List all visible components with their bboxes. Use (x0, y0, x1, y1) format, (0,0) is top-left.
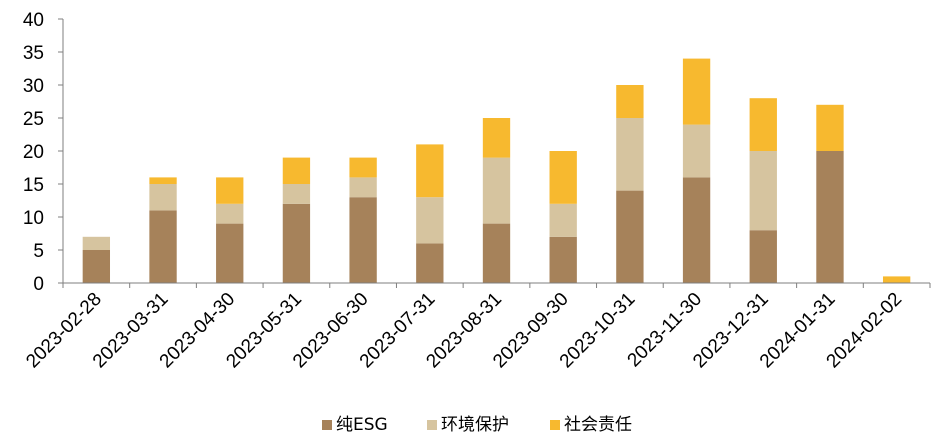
bar-segment-1-2023-04-30 (216, 223, 244, 283)
bar-segment-1-2023-10-31 (616, 190, 644, 283)
bar-segment-1-2024-01-31 (816, 151, 844, 283)
bar-segment-3-2024-01-31 (816, 104, 844, 151)
legend: 纯ESG 环境保护 社会责任 (322, 415, 632, 435)
bar-segment-1-2023-03-31 (149, 210, 177, 283)
legend-label-2: 环境保护 (441, 415, 509, 435)
bar-segment-1-2023-05-31 (282, 203, 311, 283)
legend-swatch-1 (322, 420, 332, 430)
bars-layer (82, 58, 911, 283)
bar-segment-3-2023-09-30 (549, 151, 577, 204)
y-tick-label: 30 (23, 76, 44, 97)
y-tick-label: 5 (33, 241, 44, 262)
bar-segment-2-2023-05-31 (282, 184, 311, 204)
bar-segment-2-2023-10-31 (616, 118, 644, 191)
bar-segment-3-2023-11-30 (682, 58, 711, 125)
bar-segment-1-2023-02-28 (82, 250, 111, 283)
bar-segment-3-2023-12-31 (749, 98, 777, 151)
y-tick-label: 25 (23, 109, 44, 130)
bar-segment-3-2023-05-31 (282, 157, 311, 184)
bar-segment-3-2024-02-02 (882, 276, 911, 283)
bar-segment-1-2023-07-31 (416, 243, 444, 283)
y-tick-label: 10 (23, 208, 44, 229)
y-tick-label: 40 (23, 10, 44, 31)
bar-segment-3-2023-08-31 (482, 118, 511, 158)
bar-segment-2-2023-09-30 (549, 203, 577, 237)
legend-label-1: 纯ESG (336, 415, 388, 435)
y-tick-label: 15 (23, 175, 44, 196)
bar-segment-2-2023-04-30 (216, 203, 244, 224)
bar-segment-1-2023-12-31 (749, 230, 777, 283)
bar-segment-3-2023-06-30 (349, 157, 377, 178)
bar-segment-2-2023-06-30 (349, 177, 377, 198)
y-tick-label: 20 (23, 142, 44, 163)
bar-segment-3-2023-07-31 (416, 144, 444, 198)
bar-segment-1-2023-06-30 (349, 197, 377, 283)
bar-segment-2-2023-12-31 (749, 151, 777, 231)
legend-swatch-3 (550, 420, 560, 430)
bar-segment-1-2023-11-30 (682, 177, 711, 283)
bar-segment-3-2023-04-30 (216, 177, 244, 204)
bar-segment-2-2023-02-28 (82, 236, 111, 250)
legend-swatch-2 (427, 420, 437, 430)
bar-segment-2-2023-03-31 (149, 184, 177, 211)
legend-label-3: 社会责任 (564, 415, 632, 435)
bar-segment-3-2023-03-31 (149, 177, 177, 184)
bar-segment-1-2023-09-30 (549, 236, 577, 283)
bar-segment-1-2023-08-31 (482, 223, 511, 283)
bar-segment-3-2023-10-31 (616, 85, 644, 118)
y-tick-label: 0 (33, 274, 44, 295)
bar-segment-2-2023-08-31 (482, 157, 511, 224)
bar-segment-2-2023-07-31 (416, 197, 444, 244)
y-tick-label: 35 (23, 43, 44, 64)
bar-segment-2-2023-11-30 (682, 124, 711, 178)
